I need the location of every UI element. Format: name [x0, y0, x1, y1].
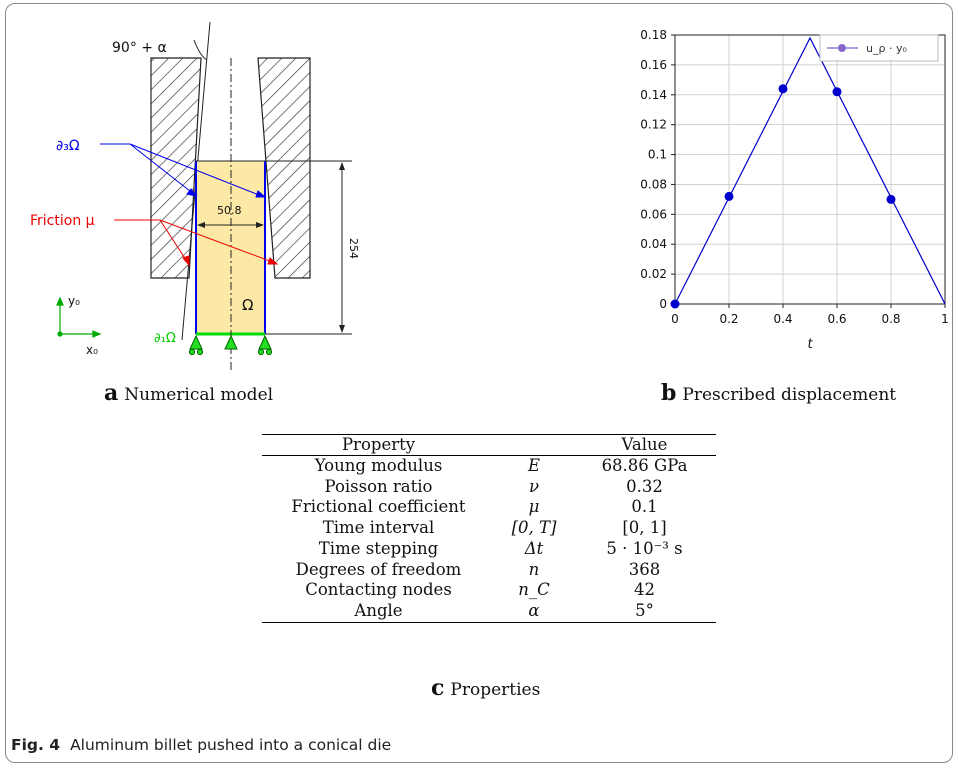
property-cell: Time stepping	[318, 538, 439, 558]
header-property: Property	[262, 434, 495, 456]
symbol-cell: n_C	[518, 580, 550, 600]
properties-table: Property Value Young modulus E 68.86 GPa Po…	[262, 434, 716, 623]
x-tick-label: 0.4	[773, 312, 792, 326]
x-tick-label: 0.2	[719, 312, 738, 326]
friction-label: Friction μ	[30, 213, 95, 229]
subfigure-b-letter: b	[661, 380, 677, 406]
table-row: Young modulus E 68.86 GPa	[262, 456, 716, 477]
data-point	[778, 84, 788, 94]
table-row: Poisson ratio ν 0.32	[262, 477, 716, 498]
header-value: Value	[573, 434, 716, 456]
x-tick-label: 0	[671, 312, 679, 326]
table-row: Angle α 5°	[262, 600, 716, 623]
header-symbol	[495, 434, 573, 456]
table-header-row: Property Value	[262, 434, 716, 456]
subfigure-a-caption: Numerical model	[124, 385, 274, 405]
subfigure-c-label: c Properties	[431, 675, 540, 701]
symbol-cell: [0, T]	[511, 518, 557, 538]
table-row: Time stepping Δt 5 · 10⁻³ s	[262, 539, 716, 560]
y-tick-label: 0.14	[640, 88, 667, 102]
x-axis-label: t	[807, 337, 813, 352]
property-cell: Angle	[262, 600, 495, 623]
x-tick-label: 0.8	[881, 312, 900, 326]
value-cell: 5 · 10⁻³ s	[606, 538, 683, 558]
series-line	[674, 36, 946, 305]
height-label: 254	[347, 238, 360, 259]
die-left-wall	[150, 57, 202, 279]
y-tick-label: 0.06	[640, 207, 667, 221]
angle-label: 90° + α	[112, 40, 167, 56]
boundary3-label: ∂₃Ω	[56, 138, 80, 154]
subfigure-a-letter: a	[104, 380, 119, 406]
subfigure-a-label: a Numerical model	[104, 380, 273, 406]
y-tick-label: 0.08	[640, 177, 667, 191]
value-cell: 68.86 GPa	[601, 456, 688, 475]
legend-marker	[838, 44, 846, 52]
subfigure-b-caption: Prescribed displacement	[682, 385, 897, 405]
property-cell: Contacting nodes	[305, 580, 452, 600]
width-label: 50.8	[217, 204, 242, 217]
symbol-cell: Δt	[524, 538, 544, 558]
y-tick-label: 0.1	[648, 148, 667, 162]
plot-frame	[674, 34, 946, 305]
boundary1-label: ∂₁Ω	[154, 331, 176, 346]
supports	[188, 334, 273, 356]
symbol-cell: n	[528, 559, 540, 579]
property-cell: Poisson ratio	[324, 476, 433, 496]
subfigure-c-letter: c	[431, 675, 445, 701]
symbol-cell: E	[527, 456, 541, 475]
property-cell: Young modulus	[314, 456, 443, 475]
x-tick-label: 1	[941, 312, 949, 326]
subfigure-b-label: b Prescribed displacement	[661, 380, 896, 406]
y-tick-label: 0.02	[640, 267, 667, 281]
die-right-wall	[257, 57, 311, 279]
value-cell: [0, 1]	[622, 518, 667, 538]
table-row: Degrees of freedom n 368	[262, 560, 716, 581]
numerical-model-diagram: 90° + α ∂₃Ω Friction μ 50.8 254 Ω ∂₁Ω y₀…	[30, 21, 360, 370]
angle-arc	[193, 39, 208, 61]
property-cell: Time interval	[322, 518, 435, 538]
figure-frame	[5, 3, 953, 763]
table-row: Frictional coefficient μ 0.1	[262, 497, 716, 518]
y-tick-label: 0.16	[640, 58, 667, 72]
data-point	[670, 299, 680, 309]
axis-x-label: x₀	[86, 343, 98, 357]
property-cell: Degrees of freedom	[295, 559, 462, 579]
figure-caption: Fig. 4 Aluminum billet pushed into a coni…	[11, 736, 391, 754]
table-row: Time interval [0, T] [0, 1]	[262, 518, 716, 539]
axis-y-label: y₀	[68, 294, 80, 308]
symbol-cell: μ	[528, 497, 540, 517]
y-tick-label: 0	[659, 297, 667, 311]
x-tick-label: 0.6	[827, 312, 846, 326]
value-cell: 0.32	[626, 476, 663, 496]
property-cell: Frictional coefficient	[291, 497, 466, 517]
data-point	[724, 191, 734, 201]
legend-label: u_ρ · y₀	[866, 42, 907, 55]
figure-caption-label: Fig. 4	[11, 736, 61, 754]
symbol-cell: α	[495, 600, 573, 623]
value-cell: 0.1	[631, 497, 658, 517]
data-point	[886, 194, 896, 204]
y-tick-label: 0.04	[640, 237, 667, 251]
value-cell: 5°	[573, 600, 716, 623]
table-row: Contacting nodes n_C 42	[262, 580, 716, 601]
y-tick-label: 0.12	[640, 118, 667, 132]
symbol-cell: ν	[528, 476, 540, 496]
y-tick-label: 0.18	[640, 28, 667, 42]
data-point	[832, 87, 842, 97]
value-cell: 42	[634, 580, 655, 600]
figure-caption-text: Aluminum billet pushed into a conical di…	[70, 736, 392, 754]
prescribed-displacement-chart: 0 0.2 0.4 0.6 0.8 1 0 0.02 0.04 0.06 0.08 0.1 0.12 0.…	[640, 28, 949, 352]
subfigure-c-caption: Properties	[450, 680, 541, 700]
domain-label: Ω	[242, 296, 253, 314]
value-cell: 368	[628, 559, 661, 579]
